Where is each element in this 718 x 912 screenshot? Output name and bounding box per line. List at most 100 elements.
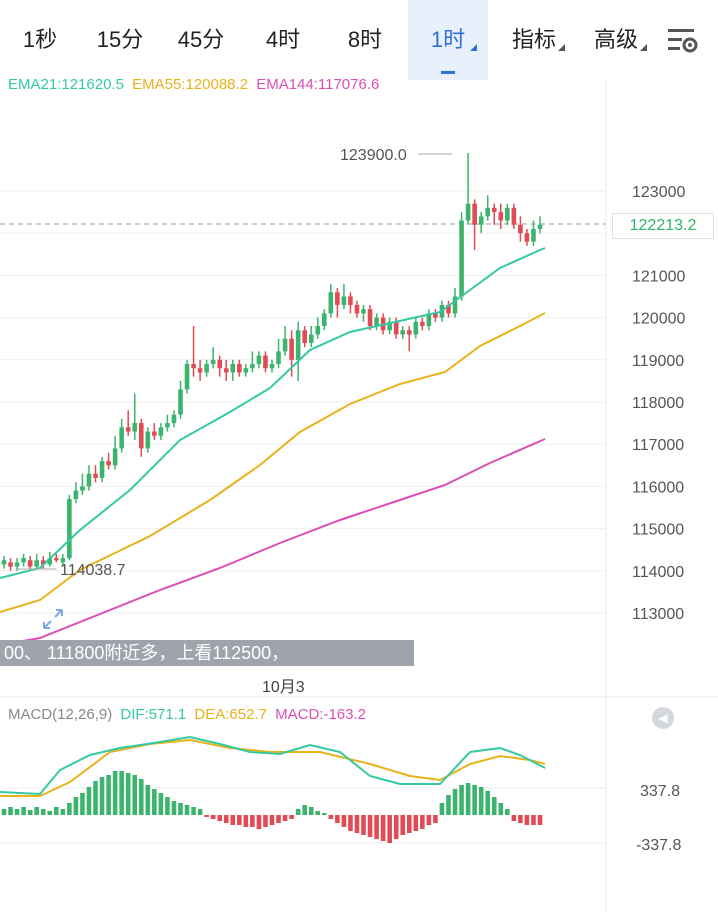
- macd-bar: [60, 809, 66, 815]
- macd-bar: [158, 793, 164, 815]
- candle-body: [217, 359, 223, 369]
- candle-body: [505, 207, 510, 221]
- macd-bar: [465, 783, 471, 815]
- macd-bar: [8, 807, 13, 815]
- macd-bar: [237, 815, 242, 825]
- macd-bar: [354, 815, 360, 833]
- macd-bar: [400, 815, 406, 835]
- macd-bar: [27, 810, 33, 815]
- macd-bar: [295, 809, 301, 815]
- candle-body: [433, 313, 438, 318]
- dif-line: [0, 735, 546, 796]
- macd-bar: [21, 807, 26, 815]
- expand-icon[interactable]: [40, 606, 66, 632]
- tab-8h[interactable]: 8时: [324, 0, 406, 80]
- timeframe-toolbar: 1秒 15分 45分 4时 8时 1时 指标 高级: [0, 0, 718, 80]
- tab-indicators[interactable]: 指标: [496, 0, 572, 80]
- collapse-panel-button[interactable]: ◀: [652, 707, 674, 729]
- macd-bar: [14, 809, 20, 815]
- dea-line: [0, 738, 546, 797]
- macd-bar: [112, 771, 118, 815]
- dropdown-caret-icon: [558, 44, 565, 51]
- settings-icon[interactable]: [666, 26, 700, 54]
- macd-bar: [125, 773, 131, 815]
- candle-body: [289, 338, 294, 360]
- candle-body: [197, 368, 203, 373]
- macd-bar: [315, 811, 321, 815]
- macd-bar: [138, 779, 144, 815]
- macd-bar: [374, 815, 379, 839]
- candle-body: [537, 224, 543, 229]
- tab-label: 8时: [347, 27, 383, 52]
- macd-bar: [367, 815, 373, 837]
- tab-advanced[interactable]: 高级: [578, 0, 654, 80]
- candle-body: [178, 389, 183, 415]
- price-axis-label: 113000: [632, 606, 684, 623]
- candle-body: [67, 499, 72, 559]
- candle-body: [34, 560, 39, 567]
- macd-bar: [433, 815, 438, 823]
- price-axis: 123000 121000 120000 119000 118000 117000 1160…: [632, 184, 685, 623]
- tab-label: 1秒: [22, 27, 58, 52]
- macd-bar: [256, 815, 262, 829]
- candle-body: [400, 330, 406, 335]
- candle-body: [341, 296, 347, 305]
- tab-label: 4时: [265, 27, 301, 52]
- macd-bar: [250, 815, 255, 827]
- candle-body: [361, 309, 366, 314]
- date-axis-label: 10月3: [262, 679, 305, 696]
- macd-bar: [171, 801, 177, 815]
- macd-bar: [282, 815, 288, 821]
- candle-body: [191, 364, 196, 369]
- candle-body: [223, 368, 229, 373]
- macd-bar: [380, 815, 386, 841]
- candle-body: [86, 473, 92, 487]
- candle-body: [387, 321, 392, 331]
- macd-bar: [341, 815, 347, 827]
- tab-15m[interactable]: 15分: [80, 0, 160, 80]
- candle-body: [446, 304, 451, 314]
- tab-4h[interactable]: 4时: [242, 0, 324, 80]
- macd-bar: [393, 815, 399, 839]
- candle-body: [158, 427, 164, 436]
- candle-body: [393, 321, 399, 335]
- candle-body: [374, 317, 379, 327]
- macd-bar: [348, 815, 353, 831]
- macd-axis-label: -337.8: [636, 837, 681, 854]
- candle-body: [315, 326, 321, 335]
- macd-bar: [302, 805, 307, 815]
- candle-body: [21, 558, 26, 563]
- candle-body: [518, 224, 523, 234]
- macd-bar: [106, 775, 111, 815]
- candle-body: [184, 364, 190, 390]
- candle-body: [132, 423, 138, 432]
- candles: [1, 153, 543, 571]
- candle-body: [276, 351, 281, 365]
- macd-bar: [99, 777, 105, 815]
- candle-body: [53, 558, 59, 561]
- macd-bar: [191, 807, 196, 815]
- price-axis-label: 114000: [632, 564, 684, 581]
- macd-bar: [452, 789, 458, 815]
- macd-bar: [537, 815, 543, 825]
- macd-bar: [53, 807, 59, 815]
- candle-body: [263, 355, 268, 369]
- news-ticker[interactable]: 00、 111800附近多，上看112500，: [0, 640, 414, 666]
- candle-body: [8, 562, 13, 567]
- tab-label: 15分: [96, 27, 144, 52]
- candle-body: [348, 296, 353, 305]
- macd-bar: [335, 815, 340, 823]
- low-marker-label: 114038.7: [60, 562, 126, 579]
- macd-bar: [420, 815, 425, 829]
- tab-45m[interactable]: 45分: [160, 0, 242, 80]
- candle-body: [420, 321, 425, 327]
- candle-body: [204, 364, 209, 373]
- ema-legend: EMA21:121620.5 EMA55:120088.2 EMA144:117…: [8, 76, 383, 93]
- ema144-label: EMA144:117076.6: [256, 76, 380, 93]
- tab-1h[interactable]: 1时: [408, 0, 488, 80]
- macd-bar: [361, 815, 366, 835]
- tab-label: 高级: [593, 27, 638, 52]
- ema144-line: [0, 438, 546, 646]
- tab-1s[interactable]: 1秒: [0, 0, 80, 80]
